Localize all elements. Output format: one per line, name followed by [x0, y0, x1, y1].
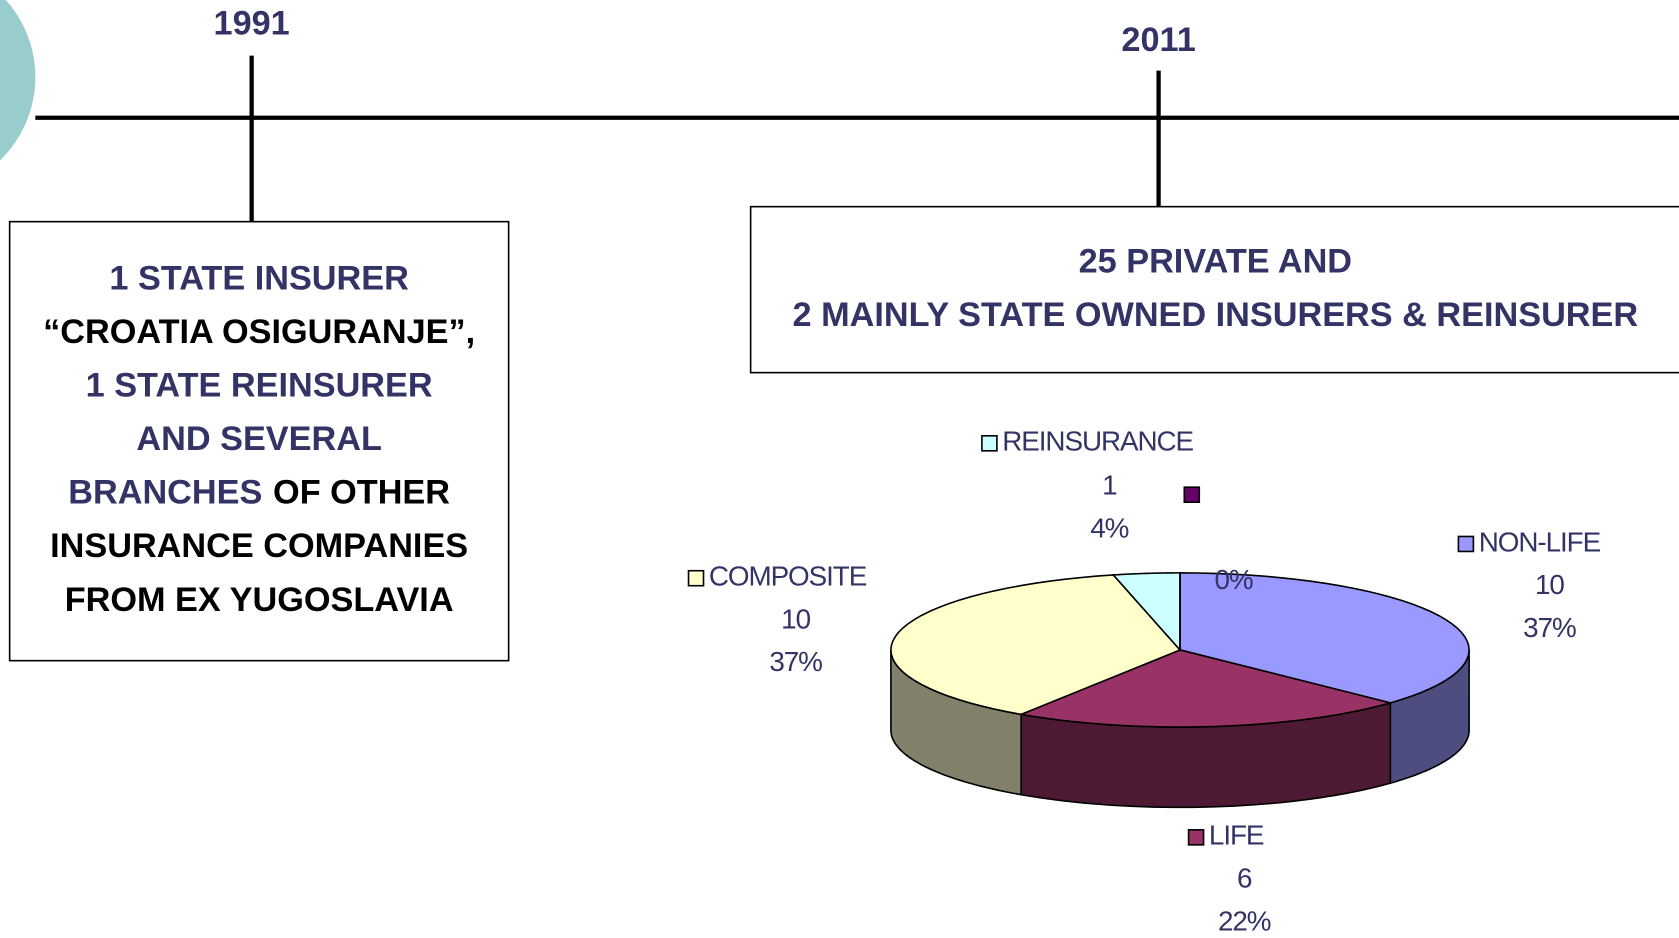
slice [1111, 572, 1181, 653]
category-label: LIFE [1209, 820, 1264, 851]
percent-label: 37% [1523, 612, 1576, 643]
box-line: 1 STATE INSURER [109, 260, 409, 298]
slice [890, 574, 1182, 716]
text-box [749, 205, 1679, 374]
legend-swatch [981, 435, 998, 452]
value-label: 10 [781, 603, 810, 634]
box-line: BRANCHES OF OTHER [68, 474, 450, 512]
percent-label: 37% [769, 646, 822, 677]
text-segment: FROM EX YUGOSLAVIA [65, 581, 454, 619]
text-segment: 25 PRIVATE AND [1079, 242, 1352, 280]
percent-label: 4% [1090, 512, 1128, 543]
category-label: NON-LIFE [1479, 526, 1601, 557]
text-segment: BRANCHES [68, 474, 262, 512]
text-segment: 1 STATE INSURER [109, 260, 409, 298]
text-segment: “CROATIA OSIGURANJE”, [43, 313, 475, 351]
box-line: AND SEVERAL [136, 420, 382, 458]
legend-swatch [1187, 829, 1205, 846]
text-segment: AND SEVERAL [136, 420, 382, 458]
legend-swatch [1183, 486, 1201, 503]
box-line: INSURANCE COMPANIES [50, 527, 468, 565]
value-label: 6 [1237, 863, 1252, 894]
text-segment: 2 MAINLY STATE OWNED INSURERS & REINSURE… [793, 296, 1639, 334]
legend-swatch [1457, 535, 1475, 553]
box-line: “CROATIA OSIGURANJE”, [43, 313, 475, 351]
category-label: REINSURANCE [1002, 426, 1193, 457]
category-label: COMPOSITE [709, 561, 867, 592]
box-line: FROM EX YUGOSLAVIA [65, 581, 454, 619]
box-line: 2 MAINLY STATE OWNED INSURERS & REINSURE… [793, 296, 1639, 334]
text-segment: 1 STATE REINSURER [86, 367, 433, 405]
year-label: 2011 [1121, 21, 1195, 59]
percent-label: 0% [1214, 564, 1252, 595]
decor-circle [0, 0, 36, 161]
text-segment: OF OTHER [273, 474, 450, 512]
year-label: 1991 [214, 5, 290, 43]
value-label: 10 [1535, 569, 1564, 600]
slice [1018, 649, 1394, 728]
box-line: 25 PRIVATE AND [1079, 242, 1352, 280]
box-line: 1 STATE REINSURER [86, 367, 433, 405]
text-box [8, 220, 510, 662]
legend-swatch [687, 569, 705, 587]
box-texts: 1 STATE INSURER “CROATIA OSIGURANJE”, 1 ST… [43, 242, 1638, 618]
text-segment: INSURANCE COMPANIES [50, 527, 468, 565]
percent-label: 22% [1218, 905, 1271, 936]
slice [1179, 572, 1470, 704]
pie-chart: NON-LIFE 10 37% LIFE 6 22% COMPOSITE 10 37% REINS… [687, 426, 1602, 936]
value-label: 1 [1102, 470, 1117, 501]
